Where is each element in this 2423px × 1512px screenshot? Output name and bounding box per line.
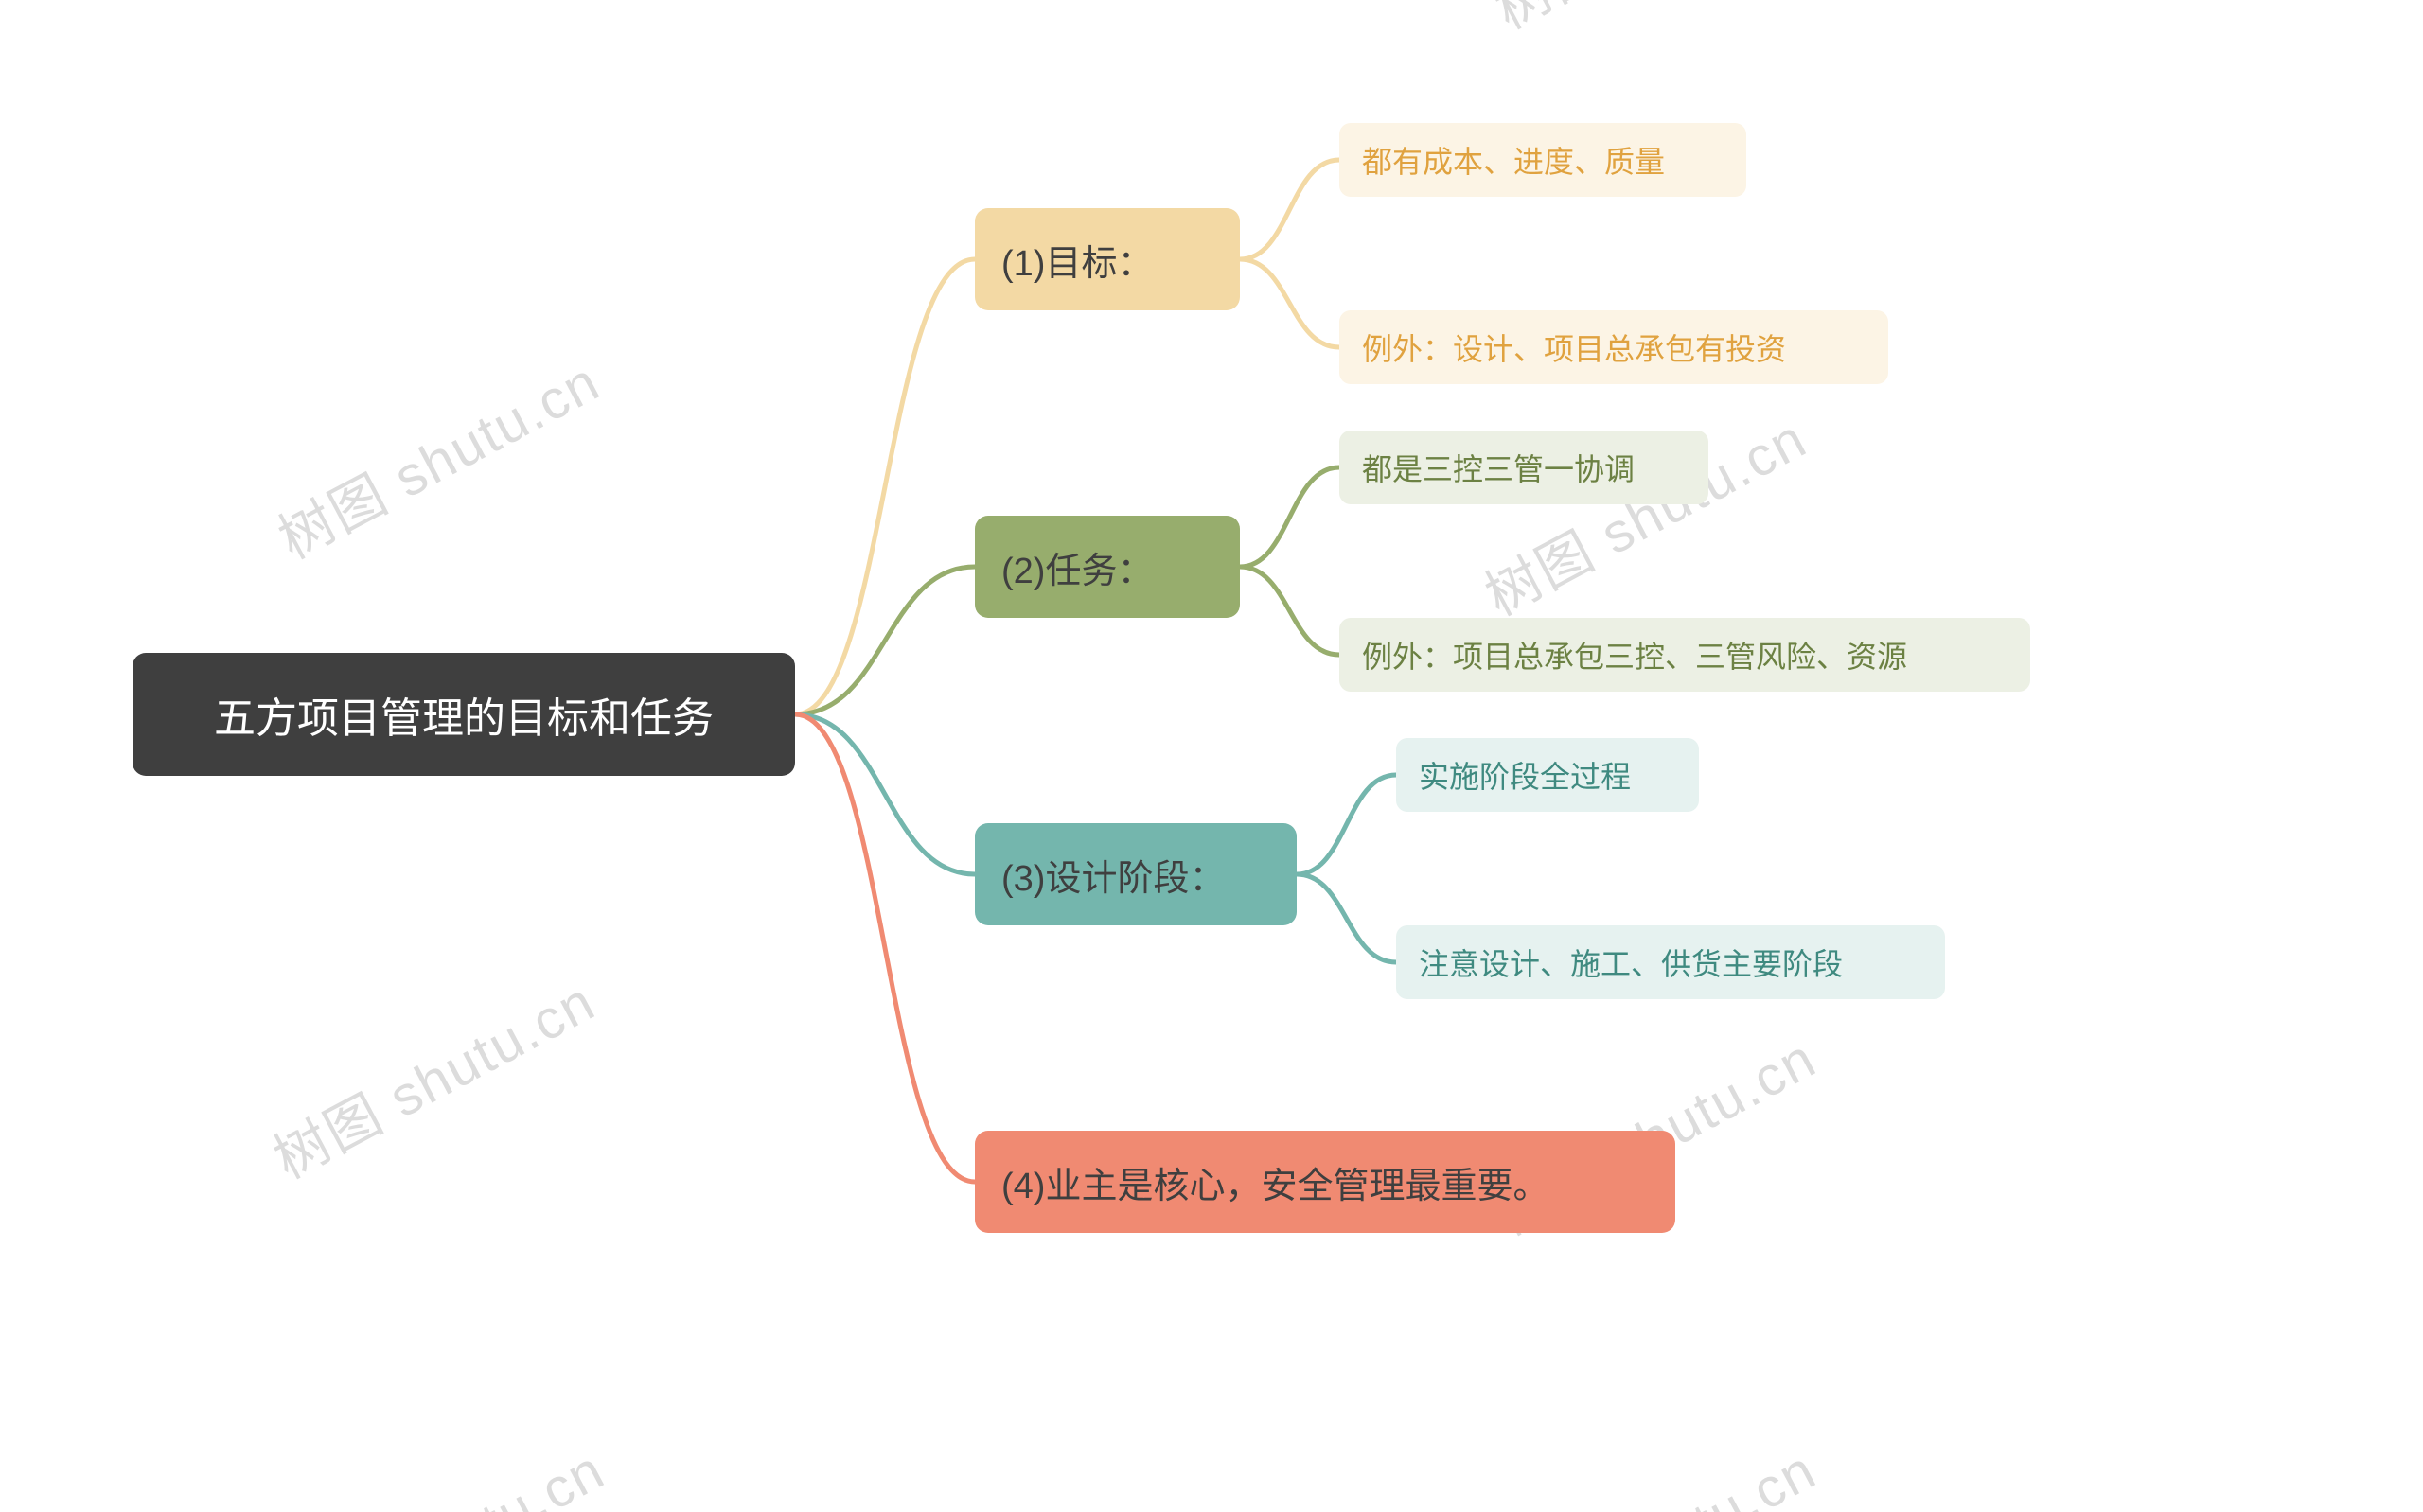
branch-label: (1)目标：: [1001, 234, 1153, 286]
branch-node-design: (3)设计阶段：: [975, 823, 1297, 925]
leaf-node: 都有成本、进度、质量: [1339, 123, 1746, 197]
leaf-label: 注意设计、施工、供货主要阶段: [1419, 941, 1843, 984]
watermark: 树图 shutu.cn: [262, 338, 611, 573]
leaf-label: 都是三控三管一协调: [1362, 446, 1635, 489]
branch-label: (4)业主是核心，安全管理最重要。: [1001, 1156, 1548, 1208]
branch-label: (3)设计阶段：: [1001, 849, 1225, 901]
leaf-node: 例外：项目总承包三控、三管风险、资源: [1339, 618, 2030, 692]
root-node: 五方项目管理的目标和任务: [133, 653, 795, 776]
leaf-node: 实施阶段全过程: [1396, 738, 1699, 812]
watermark: 树图 shutu.cn: [257, 958, 607, 1193]
watermark: 树图 shutu.cn: [1478, 0, 1828, 44]
leaf-label: 都有成本、进度、质量: [1362, 138, 1665, 182]
leaf-node: 例外：设计、项目总承包有投资: [1339, 310, 1888, 384]
leaf-node: 注意设计、施工、供货主要阶段: [1396, 925, 1945, 999]
leaf-label: 例外：设计、项目总承包有投资: [1362, 325, 1786, 369]
root-label: 五方项目管理的目标和任务: [214, 684, 714, 745]
leaf-node: 都是三控三管一协调: [1339, 431, 1708, 504]
watermark: 树图 shutu.cn: [267, 1426, 616, 1512]
watermark: 树图 shutu.cn: [1478, 1426, 1828, 1512]
branch-node-owner: (4)业主是核心，安全管理最重要。: [975, 1131, 1675, 1233]
branch-label: (2)任务：: [1001, 541, 1153, 593]
leaf-label: 例外：项目总承包三控、三管风险、资源: [1362, 633, 1907, 677]
leaf-label: 实施阶段全过程: [1419, 753, 1631, 797]
branch-node-task: (2)任务：: [975, 516, 1240, 618]
branch-node-goal: (1)目标：: [975, 208, 1240, 310]
